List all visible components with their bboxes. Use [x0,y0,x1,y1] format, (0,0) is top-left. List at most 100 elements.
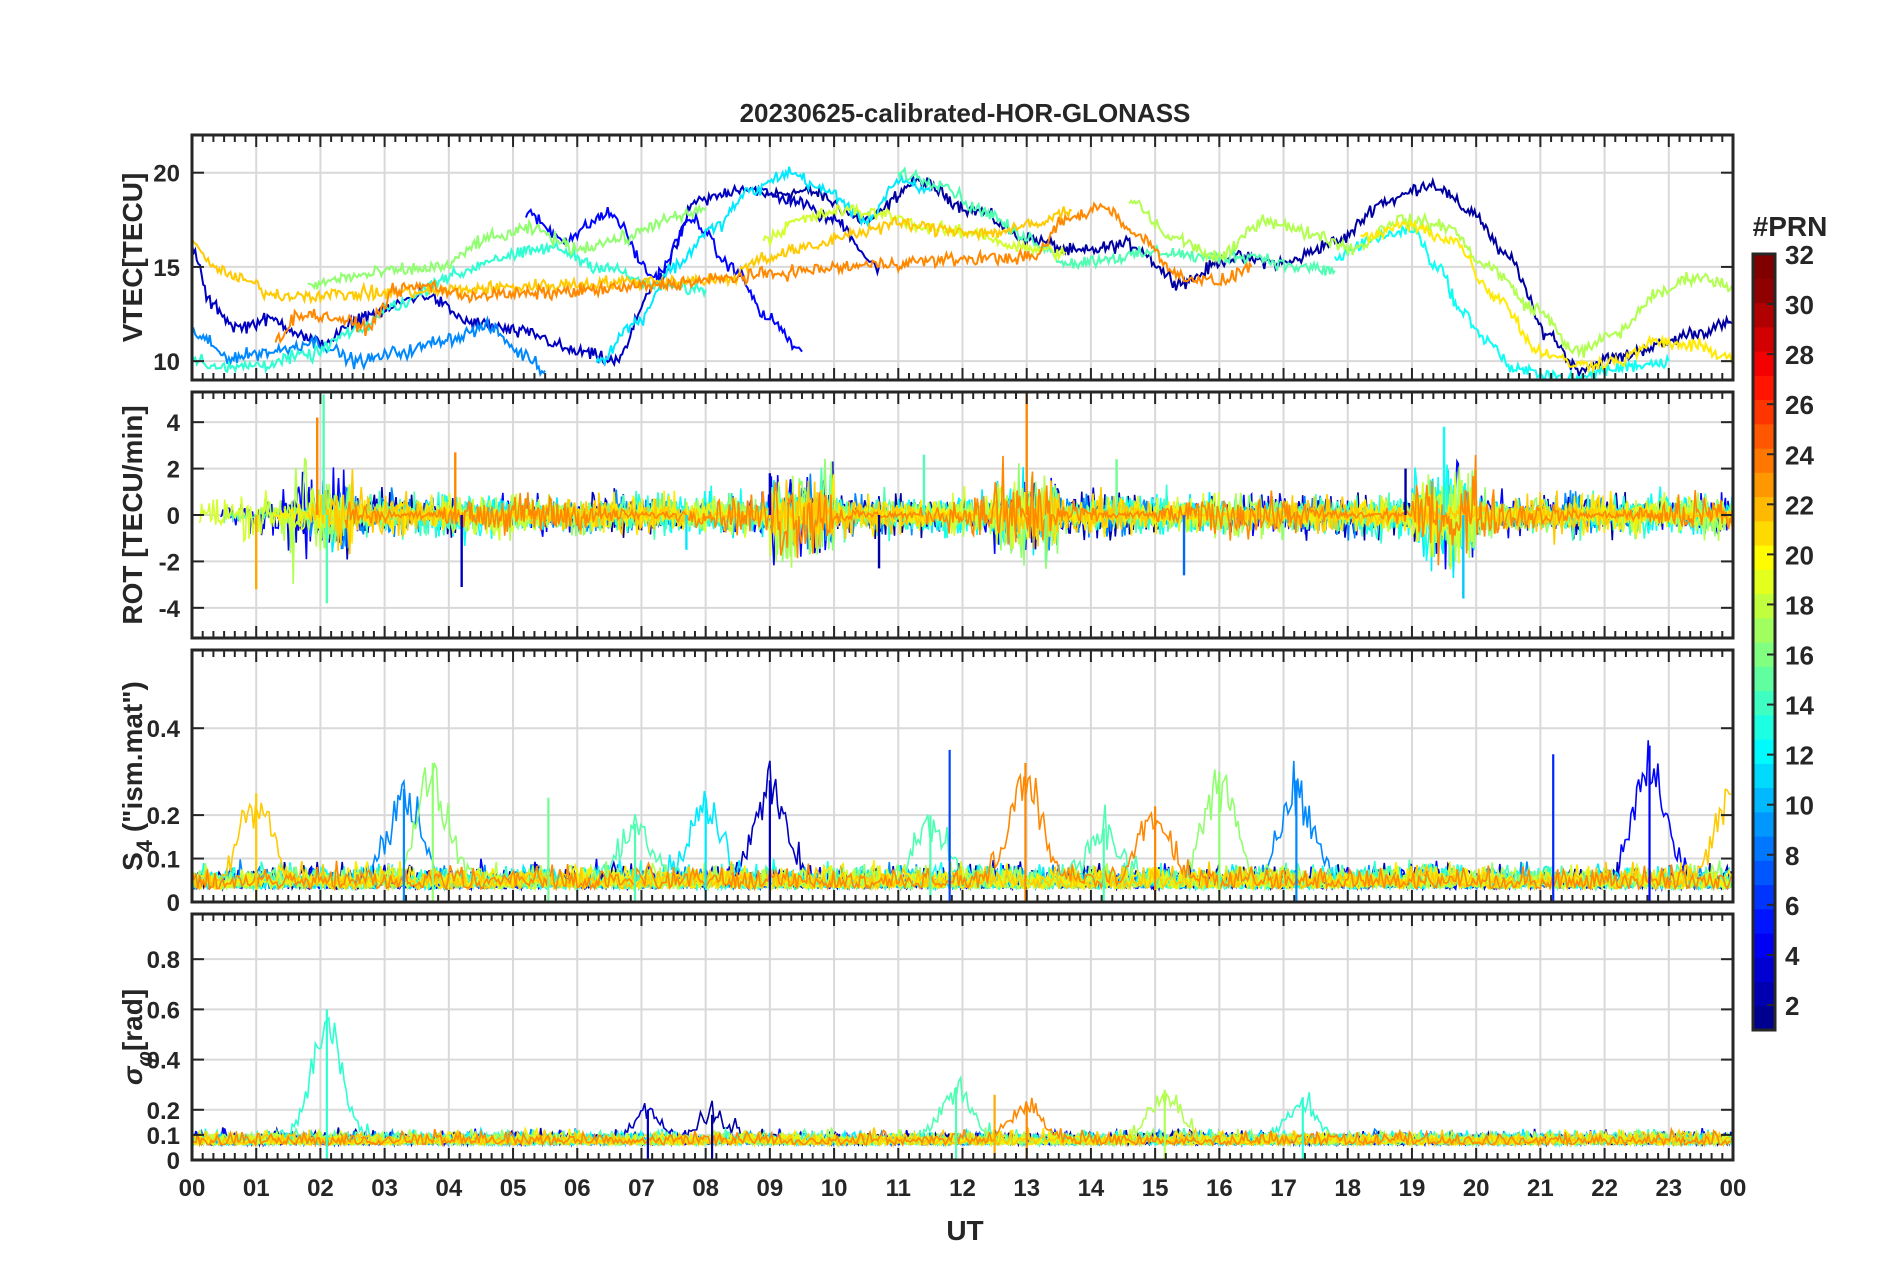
vtec-series-prn-21 [1360,219,1733,375]
x-tick-label: 00 [1720,1175,1747,1202]
colorbar-swatch [1753,666,1775,692]
sigma_phi-series-prn-15 [192,1075,1732,1148]
colorbar-swatch [1753,351,1775,376]
panel-s4: 00.10.20.4S4 ("ism.mat") [117,648,1735,917]
y-tick-label: 10 [153,349,180,376]
y-label-main: σ [117,1065,148,1085]
colorbar-swatch [1753,278,1775,304]
colorbar-tick-label: 20 [1785,540,1814,570]
colorbar-swatch [1753,302,1775,328]
vtec-series-prn-5 [524,206,803,353]
x-tick-label: 21 [1527,1175,1554,1202]
colorbar-tick-label: 32 [1785,240,1814,270]
y-axis-label-s4: S4 ("ism.mat") [117,681,157,871]
y-tick-label: 4 [167,410,181,437]
vtec-series-prn-13 [1334,222,1670,380]
y-label-rest: ("ism.mat") [117,681,148,840]
y-tick-label: 0 [167,1148,180,1175]
y-tick-label: 0 [167,503,180,530]
colorbar-swatch [1753,690,1775,716]
colorbar-swatch [1753,520,1775,546]
sigma_phi-series-prn-22 [192,1126,1732,1149]
y-label-sub: 4 [132,839,157,852]
colorbar-swatch [1753,569,1775,595]
y-label-main: S [117,852,148,871]
x-tick-label: 03 [371,1175,398,1202]
colorbar-swatch [1753,472,1775,498]
chart-title: 20230625-calibrated-HOR-GLONASS [740,98,1191,128]
vtec-series-prn-24 [274,201,1253,345]
panel-rot: -4 -2 0 2 4 ROT [TECU/min] [117,390,1735,640]
y-tick-label: 0.8 [147,947,180,974]
panel-x-ticks [191,392,1734,638]
colorbar-tick-label: 22 [1785,490,1814,520]
colorbar-swatch [1753,545,1775,570]
colorbar-swatch [1753,981,1775,1007]
y-axis-label-rot: ROT [TECU/min] [117,405,148,624]
colorbar-tick-label: 28 [1785,340,1814,370]
x-tick-label: 00 [179,1175,206,1202]
panel-plot-area [192,1009,1732,1160]
colorbar-tick-label: 4 [1785,941,1800,971]
vtec-series-prn-22 [192,206,1072,305]
sigma_phi-series-prn-24 [192,1097,1732,1148]
colorbar-swatch [1753,884,1775,910]
colorbar-swatch [1753,617,1775,643]
x-axis: 00 01 02 03 04 05 06 07 08 09 10 11 12 13 14 15 16 17 18 19… [179,1175,1747,1202]
vtec-series-prn-15 [897,166,1336,276]
x-tick-label: 22 [1591,1175,1618,1202]
y-tick-label: 0 [167,890,180,917]
colorbar-tick-label: 30 [1785,290,1814,320]
panel-sigma_phi: 00.10.2 0.4 0.6 0.8 σφ[rad] [117,912,1735,1175]
y-label-sub: φ [132,1051,157,1066]
x-tick-label: 02 [307,1175,334,1202]
colorbar-swatch [1753,593,1775,619]
colorbar-swatch [1753,642,1775,667]
x-axis-label: UT [946,1215,983,1246]
colorbar-tick-label: 10 [1785,791,1814,821]
x-tick-label: 15 [1142,1175,1169,1202]
panel-grid [191,135,1734,380]
colorbar-swatch [1753,836,1775,861]
colorbar-tick-label: 18 [1785,590,1814,620]
colorbar-tick-label: 6 [1785,891,1799,921]
x-tick-label: 16 [1206,1175,1233,1202]
colorbar-swatch [1753,375,1775,401]
x-tick-label: 11 [886,1175,911,1202]
x-tick-label: 09 [757,1175,784,1202]
colorbar-swatch [1753,423,1775,449]
y-tick-label: -2 [159,549,180,576]
y-tick-label: 0.4 [147,1048,181,1075]
y-tick-label: 0.2 [147,1098,180,1125]
y-axis-label-vtec: VTEC[TECU] [117,173,148,343]
vtec-series-prn-17 [307,203,707,291]
x-tick-label: 06 [564,1175,591,1202]
colorbar-swatch [1753,763,1775,789]
x-tick-label: 17 [1270,1175,1297,1202]
colorbar-swatch [1753,496,1775,522]
colorbar-tick-label: 12 [1785,741,1814,771]
y-tick-label: 15 [153,255,180,282]
x-tick-label: 14 [1078,1175,1105,1202]
y-axis-label-sigma_phi: σφ[rad] [117,989,157,1085]
x-tick-label: 04 [435,1175,462,1202]
colorbar-swatch [1753,811,1775,837]
panel-plot-area [198,392,1733,604]
rot-series-prn-24 [344,454,1733,566]
x-tick-label: 10 [821,1175,848,1202]
x-tick-label: 08 [692,1175,719,1202]
y-tick-label: 0.4 [147,716,181,743]
colorbar-swatch [1753,933,1775,958]
panel-x-ticks [191,650,1734,902]
panel-plot-area [192,740,1733,902]
colorbar-swatch [1753,739,1775,764]
colorbar-swatch [1753,448,1775,473]
x-tick-label: 13 [1013,1175,1040,1202]
y-tick-label: 20 [153,161,180,188]
y-tick-label: 0.6 [147,997,180,1024]
colorbar-swatch [1753,957,1775,983]
colorbar-swatch [1753,860,1775,886]
vtec-series-prn-18 [1128,199,1733,359]
